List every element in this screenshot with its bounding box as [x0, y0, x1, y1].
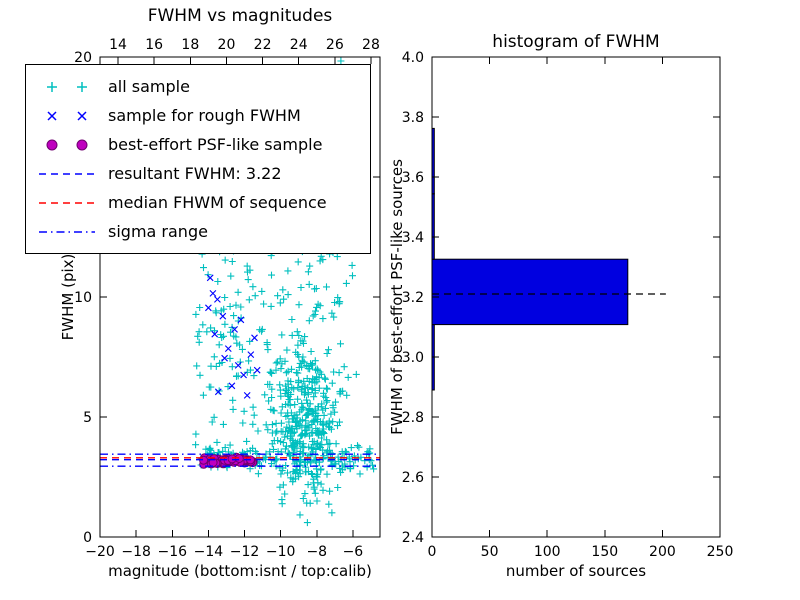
- legend-item-resultant-fwhm-3-22: resultant FWHM: 3.22: [36, 159, 360, 188]
- svg-text:2.6: 2.6: [402, 470, 424, 486]
- svg-text:0: 0: [83, 530, 92, 546]
- svg-text:3.0: 3.0: [402, 350, 424, 366]
- svg-text:22: 22: [254, 37, 272, 53]
- svg-text:250: 250: [707, 544, 734, 560]
- right-plot-xlabel: number of sources: [505, 562, 647, 580]
- svg-text:20: 20: [218, 37, 236, 53]
- left-plot-top-axis: 14 16 18 20 22 24 26 28: [109, 37, 380, 64]
- legend-label: median FHWM of sequence: [108, 193, 327, 212]
- legend-label: all sample: [108, 77, 190, 96]
- svg-text:10: 10: [74, 290, 92, 306]
- svg-text:3.2: 3.2: [402, 290, 424, 306]
- svg-text:26: 26: [326, 37, 344, 53]
- legend-label: best-effort PSF-like sample: [108, 135, 323, 154]
- histogram-bars: [431, 127, 629, 391]
- svg-text:4.0: 4.0: [402, 50, 424, 66]
- right-plot-title: histogram of FWHM: [492, 32, 660, 52]
- svg-text:24: 24: [290, 37, 308, 53]
- right-plot-x-axis: 0 50 100 150 200 250: [428, 57, 734, 560]
- right-plot-y-axis: 2.4 2.6 2.8 3.0 3.2 3.4 3.6 3.8 4.0: [402, 50, 720, 546]
- legend-dashed-line-icon: [39, 201, 95, 204]
- svg-text:−14: −14: [194, 544, 224, 560]
- legend-plus-marker-icon: [47, 81, 87, 92]
- legend-item-sigma-range: sigma range: [36, 217, 360, 246]
- right-plot-ylabel: FWHM of best-effort PSF-like sources: [388, 159, 406, 435]
- svg-text:3.4: 3.4: [402, 230, 424, 246]
- svg-text:16: 16: [145, 37, 163, 53]
- legend-dashdot-line-icon: [39, 230, 95, 233]
- svg-text:−16: −16: [157, 544, 187, 560]
- left-plot-bottom-axis: −20 −18 −16 −14 −12 −10 −8 −6: [85, 530, 363, 560]
- svg-text:2.4: 2.4: [402, 530, 424, 546]
- left-plot-data-area: [100, 57, 380, 527]
- svg-text:14: 14: [109, 37, 127, 53]
- legend-item-sample-for-rough-fwhm: sample for rough FWHM: [36, 101, 360, 130]
- svg-text:2.8: 2.8: [402, 410, 424, 426]
- legend-item-median-fhwm-of-sequence: median FHWM of sequence: [36, 188, 360, 217]
- svg-text:3.8: 3.8: [402, 110, 424, 126]
- svg-text:0: 0: [428, 544, 437, 560]
- svg-text:50: 50: [481, 544, 499, 560]
- svg-text:−20: −20: [85, 544, 115, 560]
- legend-item-best-effort-psf-like-sample: best-effort PSF-like sample: [36, 130, 360, 159]
- svg-text:18: 18: [181, 37, 199, 53]
- left-plot-ylabel: FWHM (pix): [59, 253, 77, 341]
- histogram-bar: [431, 258, 629, 326]
- left-plot-xlabel: magnitude (bottom:isnt / top:calib): [108, 562, 372, 580]
- legend-label: sample for rough FWHM: [108, 106, 301, 125]
- svg-text:20: 20: [74, 50, 92, 66]
- svg-text:5: 5: [83, 410, 92, 426]
- svg-text:200: 200: [649, 544, 676, 560]
- legend-circle-marker-icon: [46, 139, 88, 150]
- svg-text:−12: −12: [230, 544, 260, 560]
- legend-box: all sample sample for rough FWHM best-effo…: [25, 64, 371, 254]
- svg-text:150: 150: [591, 544, 618, 560]
- svg-text:−8: −8: [306, 544, 327, 560]
- series-sample-for-rough-fwhm: [205, 274, 261, 399]
- left-plot-title: FWHM vs magnitudes: [147, 6, 333, 26]
- svg-text:3.6: 3.6: [402, 170, 424, 186]
- svg-text:−10: −10: [266, 544, 296, 560]
- svg-text:28: 28: [362, 37, 380, 53]
- svg-text:−18: −18: [121, 544, 151, 560]
- legend-label: sigma range: [108, 222, 208, 241]
- svg-text:−6: −6: [343, 544, 364, 560]
- legend-item-all-sample: all sample: [36, 72, 360, 101]
- legend-label: resultant FWHM: 3.22: [108, 164, 282, 183]
- svg-text:100: 100: [534, 544, 561, 560]
- legend-dashed-line-icon: [39, 172, 95, 175]
- legend-x-marker-icon: [47, 110, 87, 121]
